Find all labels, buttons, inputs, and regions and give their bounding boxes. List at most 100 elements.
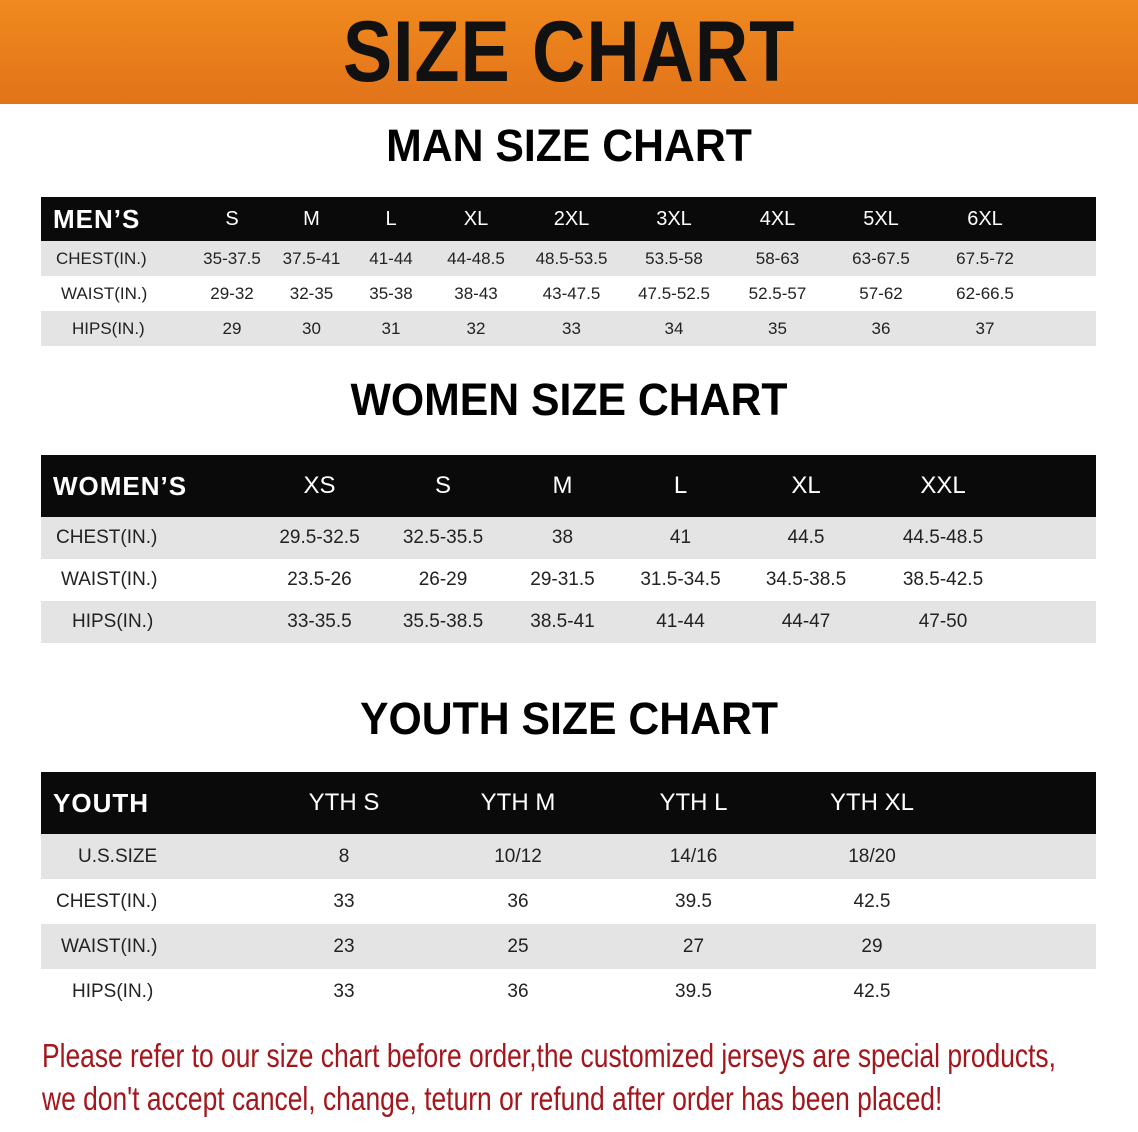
- measurement-value: 36: [871, 318, 891, 338]
- size-column-header: XL: [463, 207, 489, 230]
- size-column-header: M: [303, 207, 320, 230]
- measurement-label: WAIST(IN.): [61, 569, 158, 590]
- measurement-value: 62-66.5: [956, 283, 1014, 303]
- size-column-header: 5XL: [863, 207, 899, 230]
- measurement-value: 63-67.5: [852, 248, 910, 268]
- size-column-header: 4XL: [759, 207, 796, 230]
- size-column-header: XXL: [920, 472, 966, 499]
- size-column-header: L: [385, 207, 397, 230]
- table-group-label: YOUTH: [53, 787, 149, 818]
- women-size-table: WOMEN’S XS S M L XL XXL CHEST(IN.) 29.5-32.5 32.5…: [41, 455, 1096, 643]
- measurement-value: 44.5-48.5: [902, 527, 984, 548]
- measurement-value: 31: [381, 318, 401, 338]
- size-column-header: YTH L: [659, 789, 728, 816]
- measurement-value: 53.5-58: [645, 248, 703, 268]
- measurement-value: 33: [333, 980, 355, 1002]
- table-row: CHEST(IN.) 35-37.5 37.5-41 41-44 44-48.5 48.5…: [41, 241, 1096, 276]
- measurement-value: 38-43: [454, 283, 498, 303]
- size-column-header: 2XL: [553, 207, 590, 230]
- table-header-row: WOMEN’S XS S M L XL XXL: [41, 455, 1096, 517]
- measurement-value: 10/12: [494, 845, 542, 867]
- measurement-value: 29-31.5: [530, 569, 595, 590]
- measurement-value: 38.5-41: [530, 611, 595, 632]
- measurement-label: CHEST(IN.): [56, 527, 158, 548]
- men-section-title: MAN SIZE CHART: [386, 120, 752, 171]
- measurement-label: HIPS(IN.): [72, 318, 145, 338]
- measurement-value: 43-47.5: [542, 283, 601, 303]
- measurement-value: 39.5: [675, 980, 712, 1002]
- table-row: WAIST(IN.) 23 25 27 29: [41, 924, 1096, 969]
- size-column-header: YTH XL: [829, 789, 915, 816]
- measurement-value: 33: [333, 890, 355, 912]
- size-column-header: XS: [303, 472, 336, 499]
- measurement-label: WAIST(IN.): [61, 935, 158, 957]
- table-group-label: MEN’S: [53, 203, 141, 234]
- policy-note-line-2: we don't accept cancel, change, teturn o…: [42, 1080, 943, 1117]
- measurement-value: 36: [507, 980, 529, 1002]
- measurement-value: 33: [562, 318, 581, 338]
- measurement-label: CHEST(IN.): [56, 890, 158, 912]
- size-column-header: M: [552, 472, 573, 499]
- measurement-value: 32.5-35.5: [402, 527, 484, 548]
- men-size-table: MEN’S S M L XL 2XL 3XL 4XL 5XL 6XL CHEST(IN.) 35-37…: [41, 197, 1096, 346]
- size-column-header: S: [225, 207, 239, 230]
- table-row: CHEST(IN.) 29.5-32.5 32.5-35.5 38 41 44.5 44.5…: [41, 517, 1096, 559]
- measurement-value: 57-62: [859, 283, 903, 303]
- measurement-value: 41: [669, 527, 692, 548]
- measurement-value: 31.5-34.5: [640, 569, 721, 590]
- measurement-value: 42.5: [853, 980, 891, 1002]
- table-row: HIPS(IN.) 33-35.5 35.5-38.5 38.5-41 41-44 44-…: [41, 601, 1096, 643]
- size-column-header: L: [673, 472, 688, 499]
- measurement-value: 42.5: [853, 890, 891, 912]
- measurement-value: 35-38: [369, 283, 413, 303]
- measurement-value: 34.5-38.5: [765, 569, 847, 590]
- measurement-value: 44.5: [787, 527, 825, 548]
- measurement-value: 32-35: [289, 283, 334, 303]
- youth-size-table: YOUTH YTH S YTH M YTH L YTH XL U.S.SIZE 8 10/12…: [41, 772, 1096, 1014]
- measurement-label: WAIST(IN.): [61, 283, 148, 303]
- measurement-value: 37: [975, 318, 995, 338]
- measurement-label: U.S.SIZE: [78, 845, 158, 867]
- measurement-value: 44-48.5: [447, 248, 505, 268]
- measurement-value: 52.5-57: [748, 283, 807, 303]
- measurement-value: 8: [338, 845, 350, 867]
- measurement-value: 41-44: [656, 611, 705, 632]
- table-row: WAIST(IN.) 23.5-26 26-29 29-31.5 31.5-34.5 34…: [41, 559, 1096, 601]
- measurement-value: 35.5-38.5: [402, 611, 484, 632]
- measurement-value: 44-47: [781, 611, 831, 632]
- measurement-label: CHEST(IN.): [56, 248, 147, 268]
- size-column-header: XL: [791, 472, 821, 499]
- women-section-title: WOMEN SIZE CHART: [350, 374, 788, 425]
- measurement-value: 23.5-26: [287, 569, 352, 590]
- measurement-value: 33-35.5: [287, 611, 352, 632]
- table-group-label: WOMEN’S: [53, 470, 188, 501]
- measurement-value: 35: [768, 318, 787, 338]
- measurement-value: 30: [302, 318, 321, 338]
- measurement-value: 34: [664, 318, 684, 338]
- measurement-label: HIPS(IN.): [72, 611, 154, 632]
- measurement-value: 27: [682, 935, 705, 957]
- table-header-row: MEN’S S M L XL 2XL 3XL 4XL 5XL 6XL: [41, 197, 1096, 241]
- measurement-value: 47.5-52.5: [638, 283, 710, 303]
- table-row: HIPS(IN.) 29 30 31 32 33 34 35 36 37: [41, 311, 1096, 346]
- size-column-header: 3XL: [656, 207, 692, 230]
- page-title: SIZE CHART: [342, 4, 796, 100]
- size-chart-banner: SIZE CHART: [0, 0, 1138, 104]
- measurement-value: 23: [333, 935, 355, 957]
- measurement-value: 29-32: [210, 283, 254, 303]
- size-column-header: S: [434, 472, 451, 499]
- measurement-value: 47-50: [918, 611, 968, 632]
- measurement-value: 26-29: [418, 569, 468, 590]
- table-row: HIPS(IN.) 33 36 39.5 42.5: [41, 969, 1096, 1014]
- measurement-value: 18/20: [848, 845, 896, 867]
- measurement-value: 48.5-53.5: [535, 248, 608, 268]
- size-column-header: YTH M: [480, 789, 556, 816]
- measurement-value: 38.5-42.5: [902, 569, 984, 590]
- measurement-value: 29: [861, 935, 883, 957]
- measurement-value: 14/16: [669, 845, 718, 867]
- table-row: WAIST(IN.) 29-32 32-35 35-38 38-43 43-47.5 47.…: [41, 276, 1096, 311]
- measurement-value: 41-44: [369, 248, 413, 268]
- measurement-value: 29: [222, 318, 242, 338]
- measurement-value: 37.5-41: [282, 248, 341, 268]
- measurement-value: 58-63: [755, 248, 800, 268]
